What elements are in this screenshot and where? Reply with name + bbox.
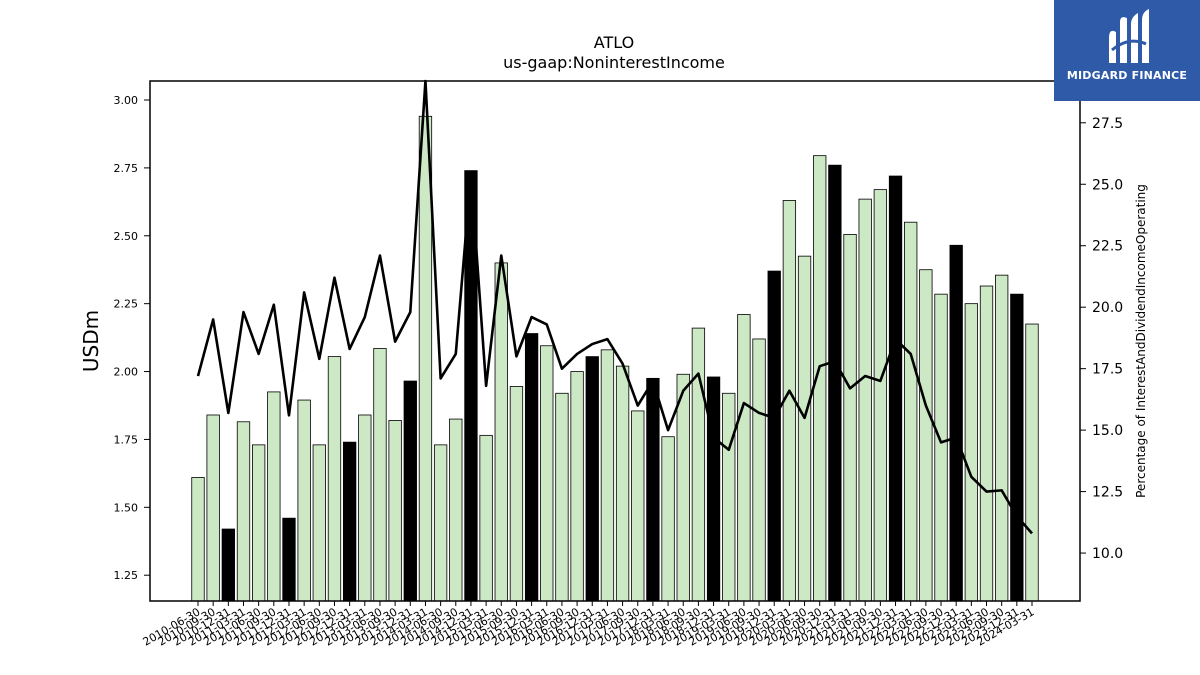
bar bbox=[722, 392, 736, 602]
bar bbox=[964, 303, 978, 602]
bar bbox=[949, 244, 963, 602]
y-tick-label: 2.00 bbox=[114, 366, 139, 379]
y2-tick-label: 15.0 bbox=[1092, 423, 1123, 439]
bar bbox=[888, 175, 903, 602]
y-axis-label: USDm bbox=[79, 310, 103, 372]
bar bbox=[555, 392, 569, 602]
bar bbox=[509, 386, 524, 602]
bar bbox=[979, 285, 994, 602]
logo-text: MIDGARD FINANCE bbox=[1066, 69, 1188, 82]
bar bbox=[449, 418, 463, 602]
bar bbox=[297, 399, 311, 602]
line-series bbox=[196, 79, 1033, 535]
bar bbox=[676, 373, 690, 602]
bar bbox=[646, 377, 660, 602]
bar bbox=[540, 345, 554, 602]
bar bbox=[191, 477, 205, 602]
chart-title: ATLO bbox=[594, 33, 634, 52]
bar bbox=[403, 380, 417, 602]
bar bbox=[737, 314, 751, 602]
plot-frame bbox=[149, 80, 1081, 602]
bar bbox=[828, 164, 842, 602]
y-tick-label: 1.75 bbox=[114, 433, 139, 446]
y-tick-label: 1.50 bbox=[114, 501, 139, 514]
bar bbox=[585, 356, 599, 602]
bar bbox=[433, 444, 448, 602]
bar bbox=[312, 444, 326, 602]
bar bbox=[236, 421, 251, 602]
bar bbox=[1010, 293, 1024, 602]
bar bbox=[221, 528, 235, 602]
bar bbox=[706, 376, 721, 602]
bar bbox=[524, 333, 539, 602]
bar bbox=[934, 293, 948, 602]
bar bbox=[358, 414, 372, 602]
bar bbox=[267, 391, 281, 602]
bar bbox=[479, 434, 493, 602]
y-tick-label: 1.25 bbox=[114, 569, 139, 582]
bar bbox=[570, 371, 584, 602]
bar bbox=[797, 255, 812, 602]
bar bbox=[904, 221, 918, 602]
bar bbox=[327, 356, 342, 602]
y-axis-right: 10.0 12.5 15.0 17.5 20.0 22.5 25.0 27.5 bbox=[1080, 116, 1123, 562]
bar bbox=[494, 262, 508, 602]
bar bbox=[1025, 323, 1039, 602]
y2-tick-label: 10.0 bbox=[1092, 546, 1123, 562]
brand-logo: MIDGARD FINANCE bbox=[1054, 0, 1200, 101]
bar bbox=[752, 338, 766, 602]
y2-tick-label: 20.0 bbox=[1092, 300, 1123, 316]
bar bbox=[342, 441, 357, 602]
bar bbox=[600, 349, 615, 602]
y2-tick-label: 27.5 bbox=[1092, 116, 1123, 132]
x-axis: 2010-06-302010-09-302010-12-312011-03-31… bbox=[141, 601, 1037, 649]
bar bbox=[631, 410, 645, 602]
bar bbox=[843, 234, 857, 602]
bar bbox=[388, 420, 402, 602]
y2-tick-label: 17.5 bbox=[1092, 362, 1123, 378]
bar bbox=[373, 348, 387, 602]
y2-tick-label: 25.0 bbox=[1092, 177, 1123, 193]
y-tick-label: 2.75 bbox=[114, 162, 139, 175]
bar bbox=[661, 436, 675, 602]
y2-axis-label: Percentage of InterestAndDividendIncomeO… bbox=[1134, 184, 1148, 498]
bar bbox=[615, 365, 630, 602]
bar bbox=[858, 198, 872, 602]
y2-tick-label: 22.5 bbox=[1092, 239, 1123, 255]
bar bbox=[767, 270, 781, 602]
y-tick-label: 3.00 bbox=[114, 94, 139, 107]
bar bbox=[995, 274, 1009, 602]
y-tick-label: 2.50 bbox=[114, 230, 139, 243]
bar bbox=[251, 444, 266, 602]
logo-mark-icon bbox=[1109, 9, 1149, 64]
bar bbox=[873, 189, 888, 602]
bar bbox=[919, 269, 933, 602]
y2-tick-label: 12.5 bbox=[1092, 485, 1123, 501]
bar bbox=[691, 327, 706, 602]
chart-subtitle: us-gaap:NoninterestIncome bbox=[503, 53, 725, 72]
y-axis-left: 1.25 1.50 1.75 2.00 2.25 2.50 2.75 3.00 bbox=[114, 94, 150, 582]
y-tick-label: 2.25 bbox=[114, 298, 139, 311]
bar bbox=[282, 517, 296, 602]
bar bbox=[206, 414, 220, 602]
